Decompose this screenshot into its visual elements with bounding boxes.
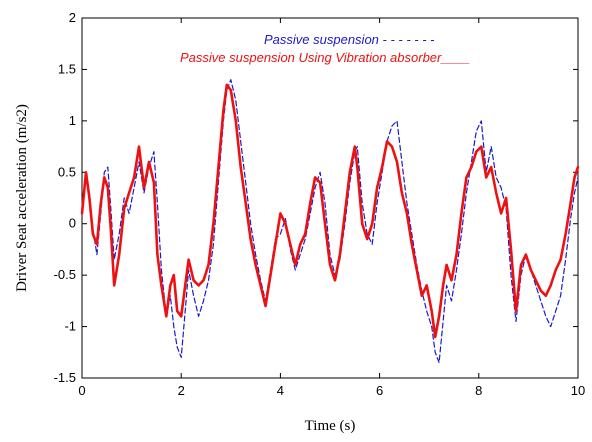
series-line-passive bbox=[81, 79, 579, 364]
y-tick-label: 0.5 bbox=[58, 164, 76, 179]
x-tick-label: 10 bbox=[571, 383, 585, 398]
y-axis-title: Driver Seat acceleration (m/s2) bbox=[14, 104, 30, 292]
y-tick-label: -1.5 bbox=[54, 370, 76, 385]
series-layer bbox=[80, 79, 580, 364]
legend-entry-passive: Passive suspension - - - - - - - bbox=[264, 32, 435, 47]
x-axis-title: Time (s) bbox=[305, 418, 356, 434]
x-tick-label: 0 bbox=[78, 383, 85, 398]
x-tick-label: 8 bbox=[475, 383, 482, 398]
legend-entry-absorber: Passive suspension Using Vibration absor… bbox=[180, 50, 470, 65]
y-tick-label: 0 bbox=[69, 216, 76, 231]
x-tick-label: 2 bbox=[178, 383, 185, 398]
legend: Passive suspension - - - - - - - Passive… bbox=[180, 32, 470, 65]
plot-area bbox=[81, 17, 579, 379]
x-tick-label: 6 bbox=[376, 383, 383, 398]
y-tick-label: -1 bbox=[64, 319, 76, 334]
axis-ticks: 0 2 4 6 8 10 -1.5 -1 -0.5 0 0.5 1 1.5 2 bbox=[54, 10, 586, 398]
y-tick-label: 2 bbox=[69, 10, 76, 25]
y-tick-label: 1.5 bbox=[58, 61, 76, 76]
y-tick-label: 1 bbox=[69, 113, 76, 128]
x-tick-label: 4 bbox=[277, 383, 284, 398]
series-line-absorber bbox=[80, 83, 580, 339]
y-tick-label: -0.5 bbox=[54, 267, 76, 282]
